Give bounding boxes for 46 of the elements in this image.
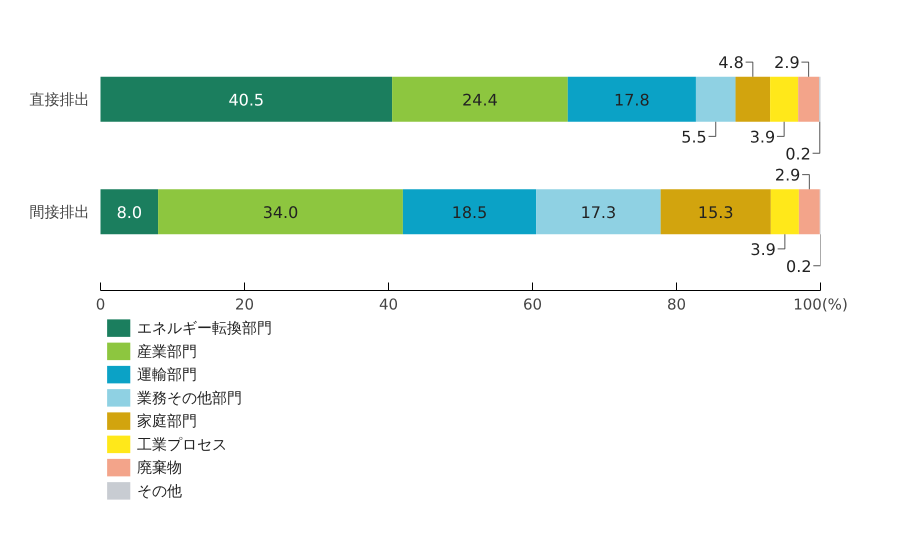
legend-label: 工業プロセス	[136, 435, 227, 454]
data-label: 8.0	[116, 202, 142, 222]
bar	[568, 76, 696, 122]
bar	[770, 76, 798, 122]
legend-label: 廃棄物	[136, 458, 182, 477]
y-tick-label: 間接排出	[30, 202, 90, 221]
bar	[158, 189, 403, 234]
data-label: 2.9	[774, 53, 800, 72]
data-label: 2.9	[774, 166, 800, 185]
bar	[798, 76, 820, 122]
data-label: 18.5	[452, 202, 488, 222]
legend-label: 家庭部門	[136, 412, 197, 430]
bar	[536, 189, 661, 234]
x-tick-label: 80	[666, 296, 686, 314]
data-label: 34.0	[262, 202, 298, 222]
x-tick-label: 100(%)	[793, 296, 848, 314]
legend-label: 運輸部門	[136, 366, 197, 384]
data-label: 0.2	[785, 144, 811, 164]
y-tick-label: 直接排出	[30, 90, 90, 108]
bar	[798, 189, 820, 234]
legend-label: 産業部門	[136, 342, 197, 360]
x-tick-label: 60	[522, 296, 542, 314]
legend-label: その他	[136, 482, 182, 500]
bar	[100, 189, 158, 234]
x-tick-label: 20	[234, 296, 254, 314]
data-label: 17.8	[614, 90, 650, 110]
data-label: 4.8	[718, 53, 744, 72]
bar	[100, 76, 392, 122]
data-label: 40.5	[228, 90, 264, 110]
bar	[402, 189, 536, 234]
data-label: 0.2	[786, 256, 812, 276]
data-label: 24.4	[462, 90, 498, 110]
x-tick-label: 40	[378, 296, 398, 314]
bar	[696, 76, 736, 122]
x-tick-label: 0	[96, 296, 106, 314]
data-label: 3.9	[750, 240, 776, 259]
data-label: 3.9	[750, 127, 776, 146]
bar	[392, 76, 568, 122]
legend-label: エネルギー転換部門	[136, 319, 272, 338]
data-label: 5.5	[681, 127, 707, 146]
legend-label: 業務その他部門	[136, 388, 242, 407]
data-label: 17.3	[580, 202, 616, 222]
bar	[736, 76, 770, 122]
bar	[660, 189, 771, 234]
data-label: 15.3	[698, 202, 734, 222]
bar	[770, 189, 799, 234]
